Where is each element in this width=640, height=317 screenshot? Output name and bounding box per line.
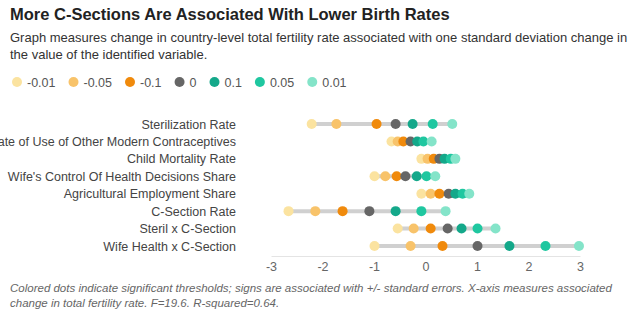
tick-label: 1 xyxy=(474,260,481,274)
legend-swatch xyxy=(307,77,317,87)
legend-swatch xyxy=(210,77,220,87)
dot xyxy=(428,119,438,129)
tick: Wife's Control Of Health Decisions Share xyxy=(8,170,236,184)
tick: 0 xyxy=(423,256,430,274)
dot xyxy=(574,241,584,251)
category-label: Agricultural Employment Share xyxy=(64,187,236,201)
legend-label: 0.05 xyxy=(270,76,294,90)
dot xyxy=(450,154,460,164)
dot xyxy=(464,189,474,199)
dot xyxy=(370,171,380,181)
dot xyxy=(426,189,436,199)
tick-label: -3 xyxy=(266,260,277,274)
dot xyxy=(422,171,432,181)
category-label: Child Mortality Rate xyxy=(127,152,236,166)
tick-label: 0 xyxy=(423,260,430,274)
dot xyxy=(504,241,514,251)
dot xyxy=(443,224,453,234)
axis-line xyxy=(272,256,581,257)
dot xyxy=(380,171,390,181)
tick: C-Section Rate xyxy=(151,205,236,219)
chart: More C-Sections Are Associated With Lowe… xyxy=(0,0,640,317)
plot xyxy=(284,119,584,251)
dot xyxy=(400,171,410,181)
legend-label: -0.1 xyxy=(140,76,162,90)
tick-label: -1 xyxy=(369,260,380,274)
dot xyxy=(391,206,401,216)
dot xyxy=(441,206,451,216)
dot xyxy=(473,224,483,234)
dot xyxy=(457,224,467,234)
title: More C-Sections Are Associated With Lowe… xyxy=(10,5,450,23)
category-label: Rate of Use of Other Modern Contraceptiv… xyxy=(0,135,236,149)
tick: Wife Health x C-Section xyxy=(103,240,236,254)
dot xyxy=(393,224,403,234)
tick-label: 3 xyxy=(577,260,584,274)
y-axis: Sterilization Rate Rate of Use of Other M… xyxy=(0,118,236,254)
category-label: Steril x C-Section xyxy=(139,222,236,236)
dot xyxy=(391,119,401,129)
category-label: Sterilization Rate xyxy=(142,118,237,132)
legend-swatch xyxy=(12,77,22,87)
legend-swatch xyxy=(175,77,185,87)
tick: -2 xyxy=(317,256,328,274)
tick: Child Mortality Rate xyxy=(127,152,236,166)
dot xyxy=(437,241,447,251)
caption: Colored dots indicate significant thresh… xyxy=(10,282,612,309)
tick: Steril x C-Section xyxy=(139,222,236,236)
dot xyxy=(409,224,419,234)
dot xyxy=(540,241,550,251)
legend-swatch xyxy=(69,77,79,87)
dot xyxy=(338,206,348,216)
legend-swatch xyxy=(125,77,135,87)
legend-label: 0 xyxy=(190,76,197,90)
dot xyxy=(447,119,457,129)
tick-label: -2 xyxy=(317,260,328,274)
dot xyxy=(406,241,416,251)
dot xyxy=(416,206,426,216)
dot xyxy=(430,171,440,181)
dot xyxy=(392,171,402,181)
dot xyxy=(364,206,374,216)
dot xyxy=(491,224,501,234)
dot xyxy=(412,171,422,181)
tick-label: 2 xyxy=(526,260,533,274)
dot xyxy=(307,119,317,129)
dot xyxy=(408,119,418,129)
dot xyxy=(427,136,437,146)
tick: 3 xyxy=(577,256,584,274)
x-axis: -3 -2 -1 0 1 2 3 xyxy=(266,256,584,274)
dot xyxy=(284,206,294,216)
tick: 2 xyxy=(526,256,533,274)
legend-label: 0.01 xyxy=(322,76,346,90)
dot xyxy=(473,241,483,251)
dot xyxy=(370,241,380,251)
tick: -1 xyxy=(369,256,380,274)
dot xyxy=(372,119,382,129)
legend-label: 0.1 xyxy=(225,76,242,90)
dot xyxy=(310,206,320,216)
legend-swatch xyxy=(255,77,265,87)
tick: 1 xyxy=(474,256,481,274)
subtitle: Graph measures change in country-level t… xyxy=(10,30,627,62)
tick: -3 xyxy=(266,256,277,274)
category-label: C-Section Rate xyxy=(151,205,236,219)
dot xyxy=(434,189,444,199)
legend: -0.01 -0.05 -0.1 0 0.1 0.05 0.01 xyxy=(12,76,347,90)
dot xyxy=(426,224,436,234)
dot xyxy=(416,189,426,199)
dot xyxy=(331,119,341,129)
tick: Rate of Use of Other Modern Contraceptiv… xyxy=(0,135,236,149)
category-label: Wife's Control Of Health Decisions Share xyxy=(8,170,236,184)
tick: Sterilization Rate xyxy=(142,118,237,132)
legend-label: -0.01 xyxy=(27,76,56,90)
category-label: Wife Health x C-Section xyxy=(103,240,236,254)
legend-label: -0.05 xyxy=(84,76,113,90)
tick: Agricultural Employment Share xyxy=(64,187,236,201)
